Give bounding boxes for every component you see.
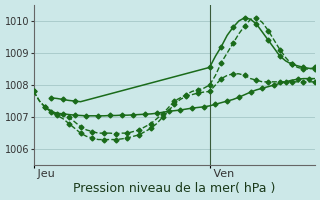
X-axis label: Pression niveau de la mer( hPa ): Pression niveau de la mer( hPa ): [73, 182, 276, 195]
